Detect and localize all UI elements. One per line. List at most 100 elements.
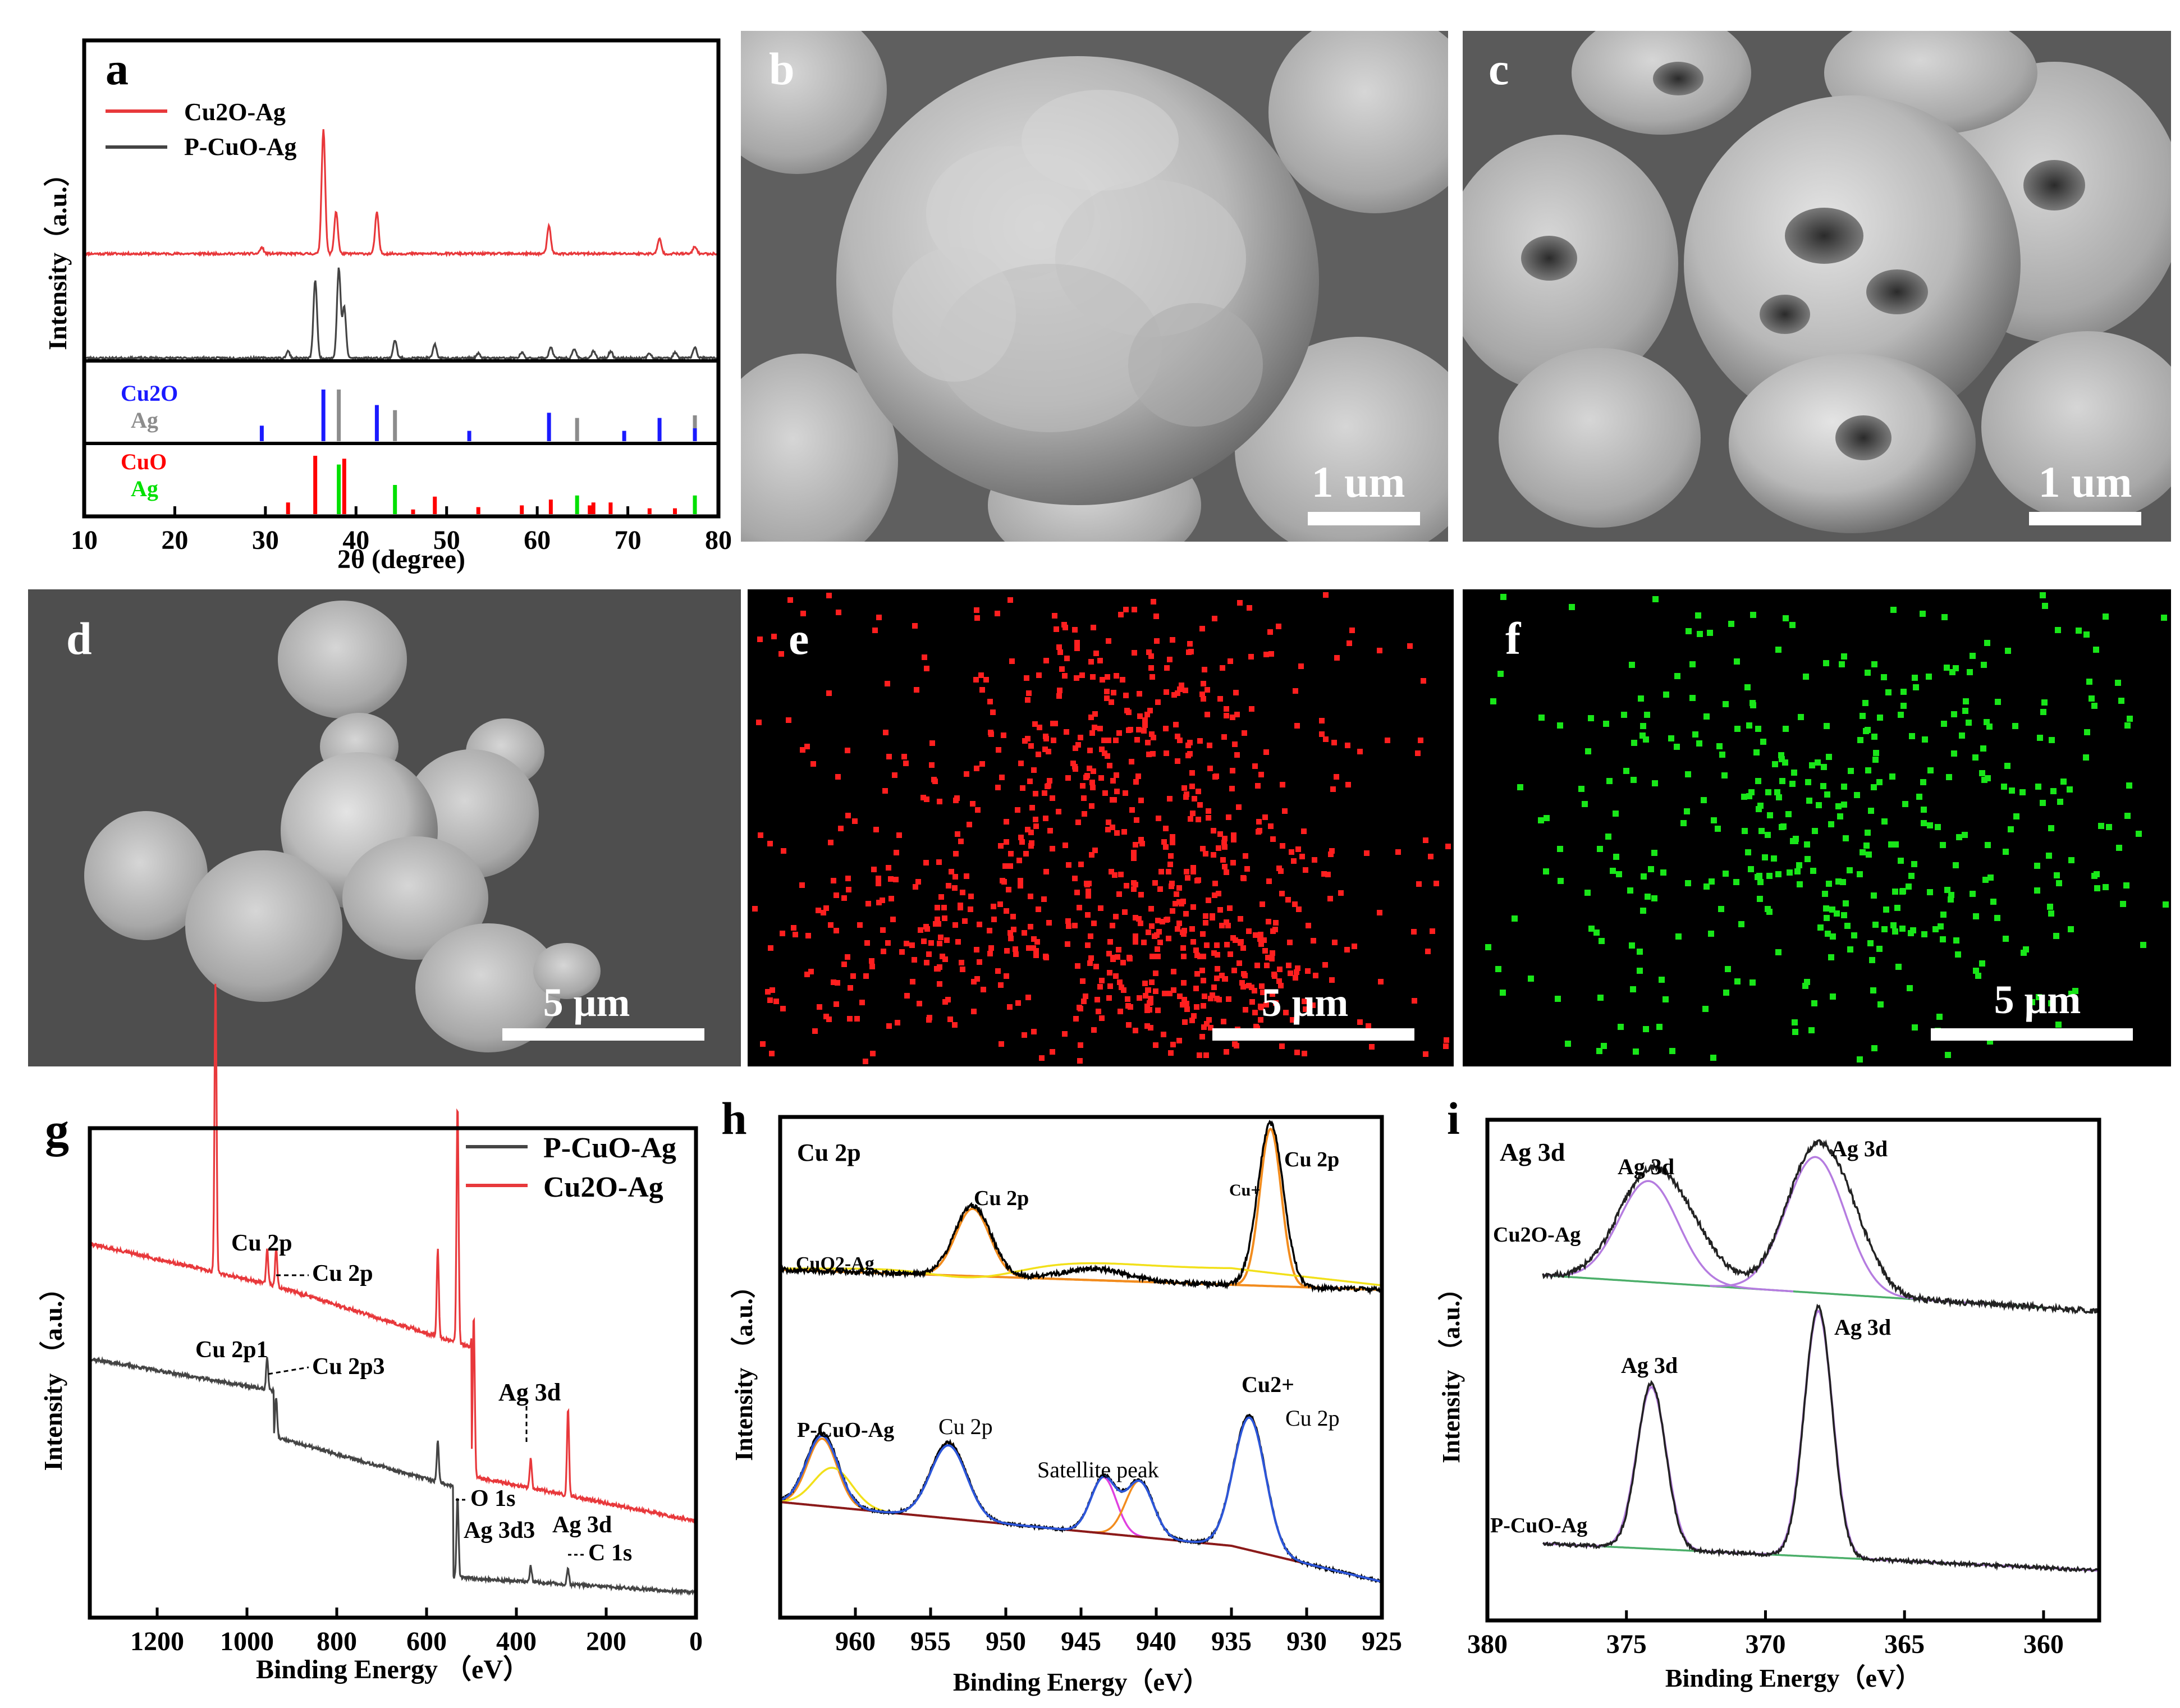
cu-eds-dot <box>1248 654 1254 660</box>
cu-eds-dot <box>1106 819 1111 825</box>
ag-eds-dot <box>1962 708 1968 714</box>
ag-eds-dot <box>1641 873 1647 880</box>
cu-eds-dot <box>880 897 885 903</box>
ag-eds-dot <box>2067 786 2073 793</box>
cu-eds-dot <box>1019 839 1025 845</box>
cu-eds-dot <box>1191 1013 1197 1019</box>
cu-eds-dot <box>946 883 951 889</box>
cu-eds-dot <box>1194 1004 1199 1010</box>
cu-eds-dot <box>1075 742 1081 748</box>
cu-eds-dot <box>869 964 875 969</box>
cu-eds-dot <box>1170 834 1175 840</box>
ag-eds-dot <box>1872 757 1879 763</box>
annot-i-top-peak-1: Ag 3d <box>1618 1154 1674 1179</box>
cu-eds-dot <box>952 1022 958 1028</box>
cu-eds-dot <box>1323 592 1329 598</box>
ag-eds-dot <box>1757 879 1764 885</box>
ag-eds-dot <box>1854 792 1860 798</box>
cu-eds-dot <box>1157 940 1163 945</box>
legend-pcuo-ag-g: P-CuO-Ag <box>543 1132 676 1164</box>
ag-eds-dot <box>2060 779 2067 785</box>
ag-eds-dot <box>1885 689 1892 695</box>
cu-eds-dot <box>852 818 858 824</box>
ag-eds-dot <box>1898 858 1904 864</box>
cu-eds-dot <box>1377 910 1382 915</box>
cu-eds-dot <box>1056 809 1061 814</box>
cu-eds-dot <box>885 940 891 946</box>
cu-eds-dot <box>960 967 965 972</box>
cu-eds-dot <box>1167 796 1173 802</box>
cu-eds-dot <box>1202 993 1207 999</box>
cu-eds-dot <box>949 869 954 874</box>
ag-eds-dot <box>1811 1000 1817 1006</box>
ag-eds-dot <box>1585 748 1591 754</box>
cu-eds-dot <box>1135 773 1141 779</box>
ag-eds-dot <box>2001 784 2007 790</box>
ag-eds-dot <box>1789 622 1796 628</box>
panel-h-xtick-label: 955 <box>910 1627 951 1656</box>
ag-eds-dot <box>2054 872 2060 878</box>
ag-eds-dot <box>1792 1029 1798 1035</box>
cu-eds-dot <box>918 927 923 933</box>
cu-eds-dot <box>1098 775 1104 781</box>
cu-eds-dot <box>1078 735 1083 740</box>
cu-eds-dot <box>1052 613 1057 619</box>
cu-eds-dot <box>1190 865 1196 871</box>
ref-label-ag-top: Ag <box>131 407 158 433</box>
cu-eds-dot <box>1087 766 1092 771</box>
cu-eds-dot <box>1236 804 1242 810</box>
cu-eds-dot <box>1276 624 1281 629</box>
panel-h-ylabel: Intensity （a.u.） <box>730 1274 758 1461</box>
ag-eds-dot <box>1985 775 1991 781</box>
cu-eds-dot <box>1036 906 1041 912</box>
cu-eds-dot <box>1106 995 1112 1001</box>
cu-eds-dot <box>1050 846 1055 851</box>
panel-g-frame <box>88 1126 698 1620</box>
cu-eds-dot <box>1136 727 1142 732</box>
ag-eds-dot <box>1862 700 1868 706</box>
cu-eds-dot <box>1228 658 1233 664</box>
ag-eds-dot <box>1719 752 1725 758</box>
ag-eds-dot <box>1909 733 1915 739</box>
cu-eds-dot <box>1162 991 1167 996</box>
ag-eds-dot <box>1538 715 1545 721</box>
cu-eds-dot <box>1093 651 1099 656</box>
ag-eds-dot <box>1651 895 1657 901</box>
cu-eds-dot <box>1190 811 1196 816</box>
cu-eds-dot <box>1102 790 1108 796</box>
ag-eds-dot <box>1746 793 1752 799</box>
cu-eds-dot <box>1224 713 1229 718</box>
ag-eds-dot <box>1822 891 1828 897</box>
ag-eds-dot <box>1689 695 1696 701</box>
cu-eds-dot <box>1127 956 1133 961</box>
cu-eds-dot <box>937 799 942 804</box>
ag-eds-dot <box>1692 731 1698 738</box>
cu-eds-dot <box>1216 845 1221 851</box>
cu-eds-dot <box>1155 699 1161 705</box>
cu-eds-dot <box>1133 939 1138 945</box>
cu-eds-dot <box>1222 836 1228 841</box>
cu-eds-dot <box>812 1028 818 1034</box>
ag-eds-dot <box>1645 894 1651 900</box>
cu-eds-dot <box>1087 748 1093 753</box>
ag-eds-dot <box>1984 640 1990 646</box>
cu-eds-dot <box>1327 896 1333 901</box>
ag-eds-dot <box>1990 899 1996 905</box>
panel-g-xtick-label: 800 <box>317 1627 357 1656</box>
cu-eds-dot <box>1163 826 1169 831</box>
ag-eds-dot <box>2040 709 2046 715</box>
series-line-pcuo-ag <box>84 267 720 362</box>
cu-eds-dot <box>1025 995 1031 1000</box>
ag-eds-dot <box>2094 885 2100 891</box>
ag-eds-dot <box>1828 821 1834 827</box>
ag-eds-dot <box>2124 722 2131 729</box>
cu-eds-dot <box>944 937 950 943</box>
cu-eds-dot <box>1028 743 1034 749</box>
cu-eds-dot <box>1043 736 1049 741</box>
cu-eds-dot <box>920 795 926 800</box>
cu-eds-dot <box>841 895 847 901</box>
cu-eds-dot <box>997 901 1003 907</box>
ag-eds-dot <box>1621 712 1627 718</box>
cu-eds-dot <box>1036 672 1042 678</box>
cu-eds-dot <box>1065 775 1071 781</box>
